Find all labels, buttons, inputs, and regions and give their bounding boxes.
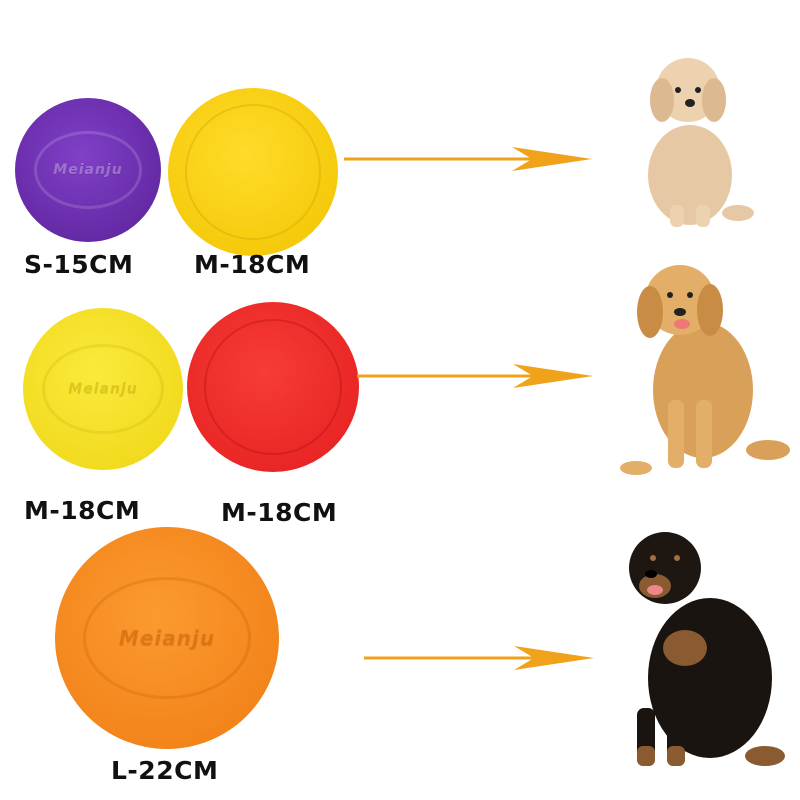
yellow-frisbee-medium xyxy=(168,88,338,256)
disc-logo: Meianju xyxy=(68,381,138,397)
rottweiler-dog-image xyxy=(629,532,785,766)
disc-logo: Meianju xyxy=(53,162,123,178)
size-label: M-18CM xyxy=(24,496,141,525)
size-label: L-22CM xyxy=(111,756,219,785)
orange-frisbee-large: Meianju xyxy=(55,527,279,749)
size-label: S-15CM xyxy=(24,250,134,279)
arrow-icon xyxy=(357,364,593,388)
poodle-dog-image xyxy=(648,58,754,227)
disc-ring xyxy=(83,577,251,699)
disc-ring xyxy=(33,131,143,209)
purple-frisbee-small: Meianju xyxy=(15,98,161,242)
disc-ring xyxy=(42,343,164,435)
red-frisbee-medium xyxy=(187,302,359,472)
disc-ring xyxy=(184,104,322,240)
size-label: M-18CM xyxy=(194,250,311,279)
yellow-frisbee-medium: Meianju xyxy=(23,308,183,470)
size-label: M-18CM xyxy=(221,498,338,527)
disc-ring xyxy=(203,318,343,456)
disc-logo: Meianju xyxy=(118,626,216,650)
arrow-icon xyxy=(344,147,592,171)
arrow-icon xyxy=(364,646,594,670)
golden-retriever-dog-image xyxy=(620,265,790,475)
